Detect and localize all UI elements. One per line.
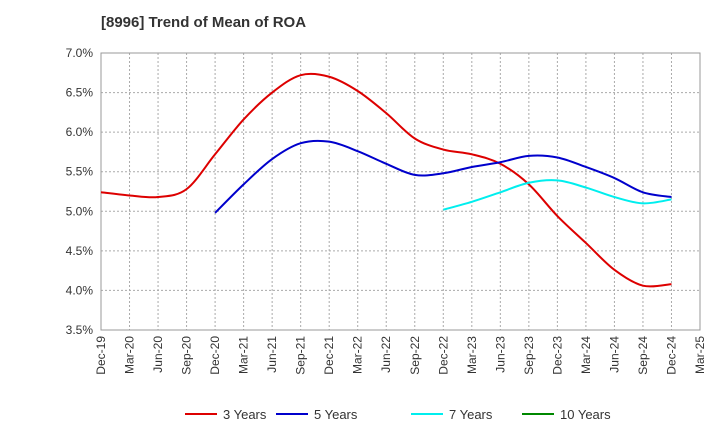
x-tick-label: Jun-23 xyxy=(493,336,507,373)
series-line-7-years xyxy=(443,179,672,211)
x-tick-label: Sep-21 xyxy=(294,336,308,375)
legend-label-10-years: 10 Years xyxy=(560,407,611,422)
y-axis-ticks: 3.5% 4.0% 4.5% 5.0% 5.5% 6.0% 6.5% 7.0% xyxy=(66,46,94,337)
x-axis-ticks: Dec-19 Mar-20 Jun-20 Sep-20 Dec-20 Mar-21 Jun-… xyxy=(94,336,707,375)
x-tick-label: Mar-20 xyxy=(123,336,137,374)
chart-title: [8996] Trend of Mean of ROA xyxy=(101,14,307,31)
x-tick-label: Mar-25 xyxy=(693,336,707,374)
x-tick-label: Dec-20 xyxy=(208,336,222,375)
x-tick-label: Jun-21 xyxy=(265,336,279,373)
x-tick-label: Sep-20 xyxy=(180,336,194,375)
legend-label-5-years: 5 Years xyxy=(314,407,358,422)
plot-area-frame xyxy=(100,52,701,331)
y-tick-label: 6.5% xyxy=(66,86,94,100)
x-tick-label: Jun-20 xyxy=(151,336,165,373)
x-tick-label: Dec-24 xyxy=(664,336,678,375)
y-tick-label: 5.5% xyxy=(66,165,94,179)
y-tick-label: 5.0% xyxy=(66,204,94,218)
x-tick-label: Mar-22 xyxy=(351,336,365,374)
x-tick-label: Mar-24 xyxy=(579,336,593,374)
y-tick-label: 3.5% xyxy=(66,323,94,337)
series-line-3-years xyxy=(100,72,672,288)
series-lines xyxy=(100,72,672,288)
series-line-5-years xyxy=(214,139,672,214)
x-tick-label: Jun-24 xyxy=(607,336,621,373)
x-tick-label: Jun-22 xyxy=(379,336,393,373)
y-tick-label: 7.0% xyxy=(66,46,94,60)
x-tick-label: Dec-19 xyxy=(94,336,108,375)
y-tick-label: 4.5% xyxy=(66,244,94,258)
x-tick-label: Mar-21 xyxy=(237,336,251,374)
y-tick-label: 6.0% xyxy=(66,125,94,139)
legend: 3 Years 5 Years 7 Years 10 Years xyxy=(185,407,611,422)
legend-label-3-years: 3 Years xyxy=(223,407,267,422)
x-tick-label: Sep-24 xyxy=(636,336,650,375)
x-tick-label: Mar-23 xyxy=(465,336,479,374)
x-tick-label: Dec-21 xyxy=(322,336,336,375)
grid xyxy=(100,52,701,331)
x-tick-label: Sep-23 xyxy=(522,336,536,375)
y-tick-label: 4.0% xyxy=(66,283,94,297)
legend-label-7-years: 7 Years xyxy=(449,407,493,422)
x-tick-label: Dec-23 xyxy=(550,336,564,375)
x-tick-label: Sep-22 xyxy=(408,336,422,375)
x-tick-label: Dec-22 xyxy=(436,336,450,375)
